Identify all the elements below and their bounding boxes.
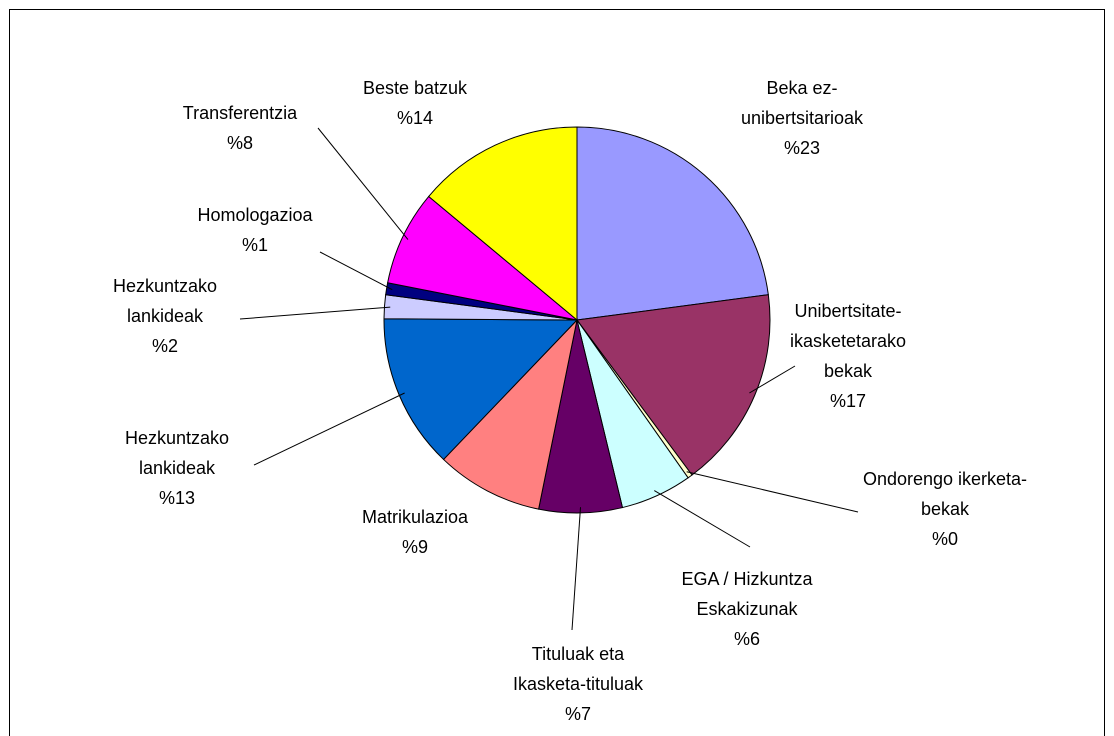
slice-label: EGA / Hizkuntza Eskakizunak %6 xyxy=(672,564,822,654)
leader-line xyxy=(317,127,409,240)
pie-slice xyxy=(576,126,769,321)
leader-line xyxy=(749,365,796,394)
value-label: %2 xyxy=(151,336,178,356)
category-label: Beka ez-unibertsitarioak xyxy=(740,78,864,128)
value-label: %9 xyxy=(401,537,428,557)
category-label: Hezkuntzako lankideak xyxy=(112,276,218,326)
category-label: EGA / Hizkuntza Eskakizunak xyxy=(681,569,813,619)
leader-line xyxy=(654,490,751,548)
category-label: Beste batzuk xyxy=(362,78,468,98)
leader-line xyxy=(253,392,405,466)
value-label: %13 xyxy=(158,488,196,508)
value-label: %17 xyxy=(829,391,867,411)
pie-slice xyxy=(442,318,578,510)
slice-label: Beka ez-unibertsitarioak %23 xyxy=(717,73,887,163)
slice-label: Matrikulazioa %9 xyxy=(335,502,495,562)
value-label: %6 xyxy=(733,629,760,649)
leader-line xyxy=(686,471,859,513)
leader-line xyxy=(319,251,393,291)
category-label: Homologazioa xyxy=(197,205,313,225)
category-label: Ondorengo ikerketa-bekak xyxy=(862,469,1028,519)
leader-line xyxy=(239,306,391,320)
pie-slice xyxy=(387,195,578,321)
slice-label: Ondorengo ikerketa-bekak %0 xyxy=(855,464,1035,554)
value-label: %7 xyxy=(564,704,591,724)
slice-label: Homologazioa %1 xyxy=(180,200,330,260)
pie-slice xyxy=(428,126,578,322)
category-label: Hezkuntzako lankideak xyxy=(124,428,230,478)
slice-label: Hezkuntzako lankideak %2 xyxy=(103,271,228,361)
value-label: %14 xyxy=(396,108,434,128)
value-label: %8 xyxy=(226,133,253,153)
slice-label: Beste batzuk %14 xyxy=(345,73,485,133)
category-label: Transferentzia xyxy=(182,103,298,123)
category-label: Tituluak eta Ikasketa-tituluak xyxy=(512,644,644,694)
value-label: %1 xyxy=(241,235,268,255)
slice-label: Unibertsitate-ikasketetarako bekak %17 xyxy=(781,296,916,416)
slice-label: Tituluak eta Ikasketa-tituluak %7 xyxy=(493,639,663,729)
leader-line xyxy=(571,507,582,631)
value-label: %23 xyxy=(783,138,821,158)
slice-label: Hezkuntzako lankideak %13 xyxy=(115,423,240,513)
slice-label: Transferentzia %8 xyxy=(165,98,315,158)
category-label: Unibertsitate-ikasketetarako bekak xyxy=(789,301,907,381)
category-label: Matrikulazioa xyxy=(361,507,469,527)
value-label: %0 xyxy=(931,529,958,549)
pie-slice xyxy=(576,294,771,476)
